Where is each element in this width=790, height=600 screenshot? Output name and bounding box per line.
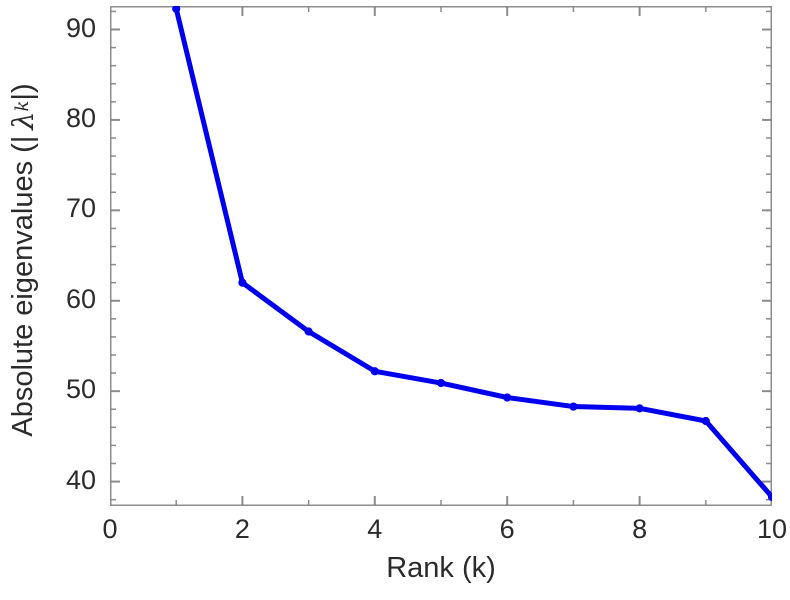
y-axis-title-prefix: Absolute eigenvalues (| [6, 129, 39, 437]
y-axis-title-suffix: |) [6, 83, 39, 101]
lambda-subscript: k [12, 100, 33, 112]
x-tick-label: 2 [234, 514, 250, 544]
data-series-layer [173, 6, 772, 500]
x-tick-label: 6 [499, 514, 515, 544]
axis-ticks [110, 7, 772, 505]
lambda-symbol: λ [5, 111, 40, 130]
chart-svg [110, 6, 772, 506]
x-tick-label: 0 [102, 514, 118, 544]
plot-area [110, 6, 772, 506]
x-tick-label: 8 [632, 514, 648, 544]
data-markers-layer [172, 6, 772, 502]
axis-frame [110, 6, 772, 506]
x-axis-title: Rank (k) [386, 552, 496, 584]
x-tick-label: 4 [367, 514, 383, 544]
x-tick-label: 10 [756, 514, 788, 544]
y-axis-title: Absolute eigenvalues (| λ k |) [0, 0, 46, 520]
